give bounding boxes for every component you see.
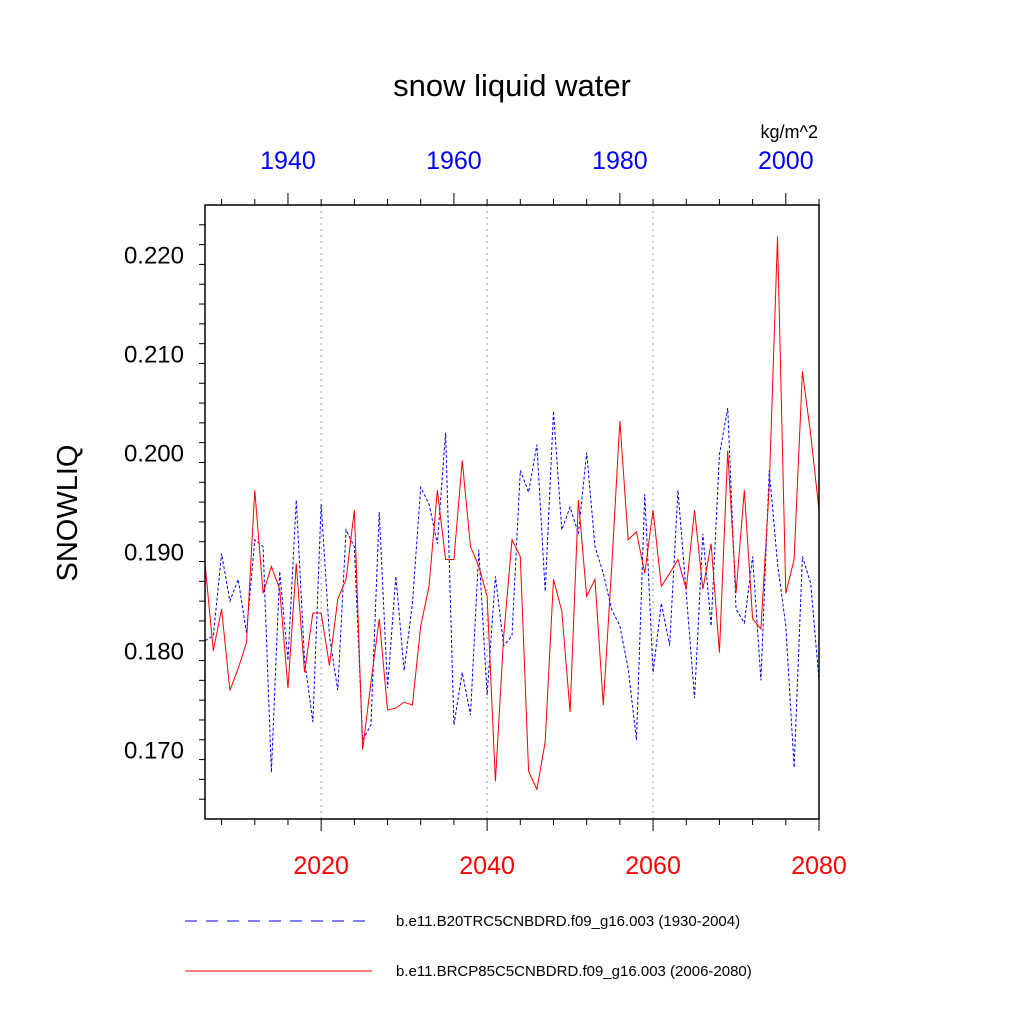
x-bottom-tick-label: 2080	[791, 852, 847, 880]
x-top-tick-label: 2000	[758, 147, 814, 175]
chart-title: snow liquid water	[393, 68, 631, 103]
y-tick-label: 0.220	[124, 243, 184, 270]
series-line-rcp85	[204, 236, 820, 791]
series-line-historical	[204, 407, 820, 773]
y-tick-label: 0.200	[124, 441, 184, 468]
x-top-tick-label: 1940	[260, 147, 316, 175]
y-axis-label: SNOWLIQ	[52, 445, 84, 582]
y-tick-label: 0.210	[124, 342, 184, 369]
plot-frame	[204, 204, 820, 820]
x-bottom-tick-label: 2060	[625, 852, 681, 880]
x-bottom-tick-label: 2020	[293, 852, 349, 880]
series-group	[204, 236, 820, 791]
legend-label-rcp85: b.e11.BRCP85C5CNBDRD.f09_g16.003 (2006-2…	[396, 963, 752, 980]
y-tick-label: 0.170	[124, 738, 184, 765]
x-top-tick-label: 1960	[426, 147, 482, 175]
x-bottom-tick-label: 2040	[459, 852, 515, 880]
grid	[320, 205, 654, 819]
y-tick-label: 0.180	[124, 639, 184, 666]
legend: b.e11.B20TRC5CNBDRD.f09_g16.003 (1930-20…	[185, 913, 752, 980]
units-label: kg/m^2	[761, 122, 818, 142]
axes: 0.170 0.180 0.190 0.200 0.210 0.220 2020 2040 20…	[124, 147, 847, 880]
x-top-tick-label: 1980	[592, 147, 648, 175]
y-tick-label: 0.190	[124, 540, 184, 567]
legend-label-historical: b.e11.B20TRC5CNBDRD.f09_g16.003 (1930-20…	[396, 913, 740, 930]
